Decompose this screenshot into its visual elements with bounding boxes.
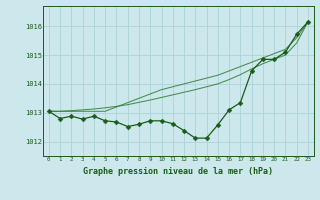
X-axis label: Graphe pression niveau de la mer (hPa): Graphe pression niveau de la mer (hPa): [84, 167, 273, 176]
